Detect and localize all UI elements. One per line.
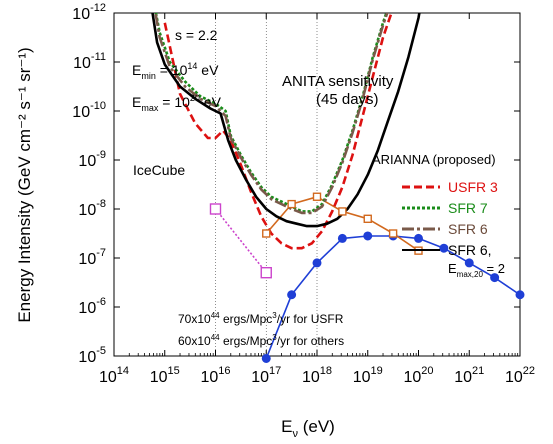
annotation-s: s = 2.2 bbox=[175, 27, 218, 43]
ticks bbox=[113, 12, 521, 357]
data-point-anita-sensitivity-45-days bbox=[414, 233, 423, 243]
data-point-anita-sensitivity-45-days bbox=[515, 290, 525, 300]
annotation-arianna: ARIANNA (proposed) bbox=[372, 152, 496, 167]
x-tick-label: 1019 bbox=[353, 365, 383, 386]
x-tick-label: 1016 bbox=[200, 365, 230, 386]
x-tick-label: 1022 bbox=[505, 365, 535, 386]
y-tick-label: 10-6 bbox=[78, 296, 106, 317]
y-tick-label: 10-12 bbox=[72, 2, 106, 23]
legend-label-sfr6: SFR 6 bbox=[448, 221, 488, 237]
x-tick-label: 1014 bbox=[99, 365, 129, 386]
series-line-sfr-6 bbox=[154, 13, 389, 215]
annotation-norm-usfr: 70x1044 ergs/Mpc3/yr for USFR bbox=[178, 311, 344, 326]
data-point-anita-sensitivity-45-days bbox=[287, 290, 297, 300]
x-tick-label: 1015 bbox=[150, 365, 180, 386]
annotation-norm-others: 60x1044 ergs/Mpc3/yr for others bbox=[178, 333, 344, 348]
legend-label-sfr6-emax-line2: Emax,20 = 2 bbox=[448, 261, 505, 279]
data-point-anita-sensitivity-45-days bbox=[490, 273, 500, 283]
data-point-anita-sensitivity-45-days bbox=[261, 353, 271, 363]
data-point-arianna-proposed bbox=[338, 207, 347, 216]
x-tick-label: 1020 bbox=[403, 365, 433, 386]
y-tick-label: 10-11 bbox=[73, 51, 106, 72]
tick-labels: 1014 1015 1016 1017 1018 1019 1020 1021 1022 10-5… bbox=[72, 2, 535, 386]
y-tick-label: 10-10 bbox=[72, 100, 106, 121]
y-tick-label: 10-7 bbox=[78, 247, 106, 268]
data-point-arianna-proposed bbox=[312, 192, 322, 201]
data-point-arianna-proposed bbox=[363, 214, 372, 224]
series-line-sfr-6-emax-20-2 bbox=[151, 13, 421, 228]
annotation-emax: Emax = 1020 eV bbox=[132, 93, 222, 113]
data-point-anita-sensitivity-45-days bbox=[439, 243, 449, 253]
data-point-anita-sensitivity-45-days bbox=[337, 233, 347, 243]
y-tick-label: 10-8 bbox=[78, 198, 106, 219]
x-tick-label: 1017 bbox=[251, 365, 281, 386]
x-tick-label: 1018 bbox=[302, 365, 332, 386]
y-tick-label: 10-5 bbox=[78, 345, 106, 366]
grid bbox=[215, 13, 318, 356]
series-line-icecube bbox=[214, 208, 267, 274]
annotation-anita-line2: (45 days) bbox=[316, 91, 379, 108]
series-line-usfr-3 bbox=[163, 13, 393, 250]
data-point-icecube bbox=[209, 203, 222, 215]
marker-layer bbox=[209, 192, 525, 363]
y-tick-label: 10-9 bbox=[78, 149, 106, 170]
x-tick-label: 1021 bbox=[454, 365, 484, 386]
legend-label-sfr7: SFR 7 bbox=[448, 200, 488, 216]
annotation-anita-line1: ANITA sensitivity bbox=[282, 73, 394, 90]
data-point-anita-sensitivity-45-days bbox=[363, 231, 373, 241]
data-point-arianna-proposed bbox=[287, 199, 296, 209]
data-point-icecube bbox=[260, 267, 272, 279]
data-point-arianna-proposed bbox=[262, 229, 271, 238]
legend-label-sfr6-emax: SFR 6, bbox=[448, 242, 492, 258]
x-axis-label: Eν (eV) bbox=[281, 417, 335, 440]
y-axis-label: Energy Intensity (GeV cm⁻² s⁻¹ sr⁻¹) bbox=[15, 47, 34, 322]
legend-label-usfr3: USFR 3 bbox=[448, 179, 498, 195]
annotation-icecube: IceCube bbox=[133, 162, 185, 178]
annotation-emin: Emin = 1014 eV bbox=[132, 61, 219, 81]
data-point-anita-sensitivity-45-days bbox=[312, 258, 322, 268]
legend: USFR 3 SFR 7 SFR 6 SFR 6, Emax,20 = 2 bbox=[402, 179, 505, 279]
data-point-arianna-proposed bbox=[388, 229, 398, 238]
data-point-anita-sensitivity-45-days bbox=[464, 258, 474, 268]
